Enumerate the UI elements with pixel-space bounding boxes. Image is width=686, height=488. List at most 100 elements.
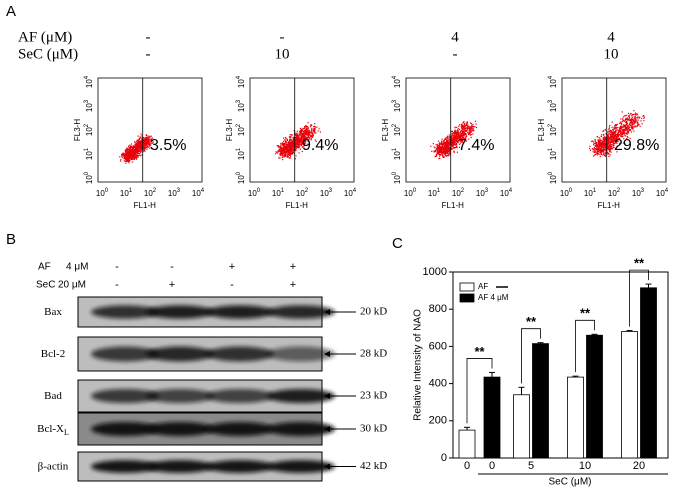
event-dot <box>315 132 317 134</box>
event-dot <box>304 131 306 133</box>
event-dot <box>135 148 137 150</box>
event-dot <box>123 155 125 157</box>
y-axis-label: Relative Intensity of NAO <box>413 309 424 421</box>
event-dot <box>281 147 283 149</box>
event-dot <box>603 141 606 143</box>
row-value: - <box>146 46 151 62</box>
significance-label: ** <box>474 344 485 359</box>
y-tick-label: 102 <box>548 123 559 136</box>
event-dot <box>133 154 135 156</box>
event-dot <box>276 152 278 154</box>
event-dot <box>286 141 288 143</box>
event-dot <box>593 144 595 146</box>
event-dot <box>305 132 307 134</box>
event-dot <box>624 126 626 128</box>
event-dot <box>445 139 448 141</box>
event-dot <box>291 144 293 146</box>
event-dot <box>279 153 282 156</box>
event-dot <box>624 119 626 121</box>
event-dot <box>147 141 149 143</box>
event-dot <box>455 143 457 145</box>
event-dot <box>625 115 627 117</box>
event-dot <box>300 144 302 146</box>
event-dot <box>286 143 288 145</box>
event-dot <box>632 118 634 121</box>
event-dot <box>461 124 463 126</box>
event-dot <box>462 125 464 127</box>
event-dot <box>470 127 472 129</box>
event-dot <box>457 133 459 135</box>
event-dot <box>469 132 471 134</box>
event-dot <box>626 133 628 135</box>
blot-band <box>146 346 214 362</box>
event-dot <box>462 142 464 144</box>
event-dot <box>304 142 306 145</box>
event-dot <box>465 140 468 142</box>
event-dot <box>441 145 443 147</box>
event-dot <box>604 142 606 144</box>
legend-swatch <box>459 293 475 303</box>
event-dot <box>457 130 459 132</box>
event-dot <box>125 149 127 151</box>
event-dot <box>147 137 149 140</box>
event-dot <box>290 143 292 145</box>
event-dot <box>446 150 449 153</box>
event-dot <box>471 124 473 126</box>
event-dot <box>300 141 302 143</box>
event-dot <box>460 137 462 140</box>
event-dot <box>291 152 293 154</box>
event-dot <box>139 155 142 157</box>
event-dot <box>608 153 610 155</box>
event-dot <box>450 140 453 142</box>
event-dot <box>287 142 289 144</box>
event-dot <box>143 142 145 144</box>
y-axis-label: FL3-H <box>73 119 82 141</box>
event-dot <box>633 123 635 125</box>
event-dot <box>284 152 286 154</box>
event-dot <box>445 143 447 145</box>
event-dot <box>455 131 458 134</box>
event-dot <box>305 125 308 127</box>
event-dot <box>287 147 289 149</box>
event-dot <box>305 138 307 140</box>
event-dot <box>610 131 613 133</box>
event-dot <box>300 135 302 137</box>
event-dot <box>615 137 617 139</box>
event-dot <box>623 128 625 130</box>
protein-label: Bcl-2 <box>41 348 65 360</box>
x-tick-label: 104 <box>344 188 357 199</box>
tick-base: 10 <box>549 79 558 88</box>
tick-exponent: 2 <box>392 123 398 127</box>
event-dot <box>296 140 298 142</box>
event-dot <box>304 126 306 128</box>
event-dot <box>313 128 315 131</box>
protein-label: Bad <box>44 390 62 402</box>
event-dot <box>599 140 602 142</box>
event-dot <box>289 146 291 148</box>
event-dot <box>306 128 308 130</box>
event-dot <box>619 129 621 131</box>
event-dot <box>313 129 315 131</box>
tick-base: 10 <box>584 189 593 198</box>
event-dot <box>453 134 455 136</box>
event-dot <box>152 137 154 139</box>
tick-exponent: 1 <box>437 188 441 194</box>
event-dot <box>613 141 615 143</box>
event-dot <box>442 144 444 147</box>
tick-exponent: 0 <box>569 188 573 194</box>
event-dot <box>129 160 131 162</box>
y-tick-label: 101 <box>236 147 247 160</box>
event-dot <box>447 136 449 138</box>
event-dot <box>599 151 601 153</box>
event-dot <box>631 116 633 118</box>
event-dot <box>600 151 602 153</box>
event-dot <box>439 145 441 147</box>
event-dot <box>631 126 633 128</box>
event-dot <box>301 136 303 138</box>
event-dot <box>611 136 613 138</box>
event-dot <box>626 136 628 138</box>
event-dot <box>148 137 150 139</box>
event-dot <box>627 124 629 126</box>
event-dot <box>284 154 287 156</box>
event-dot <box>634 115 636 117</box>
